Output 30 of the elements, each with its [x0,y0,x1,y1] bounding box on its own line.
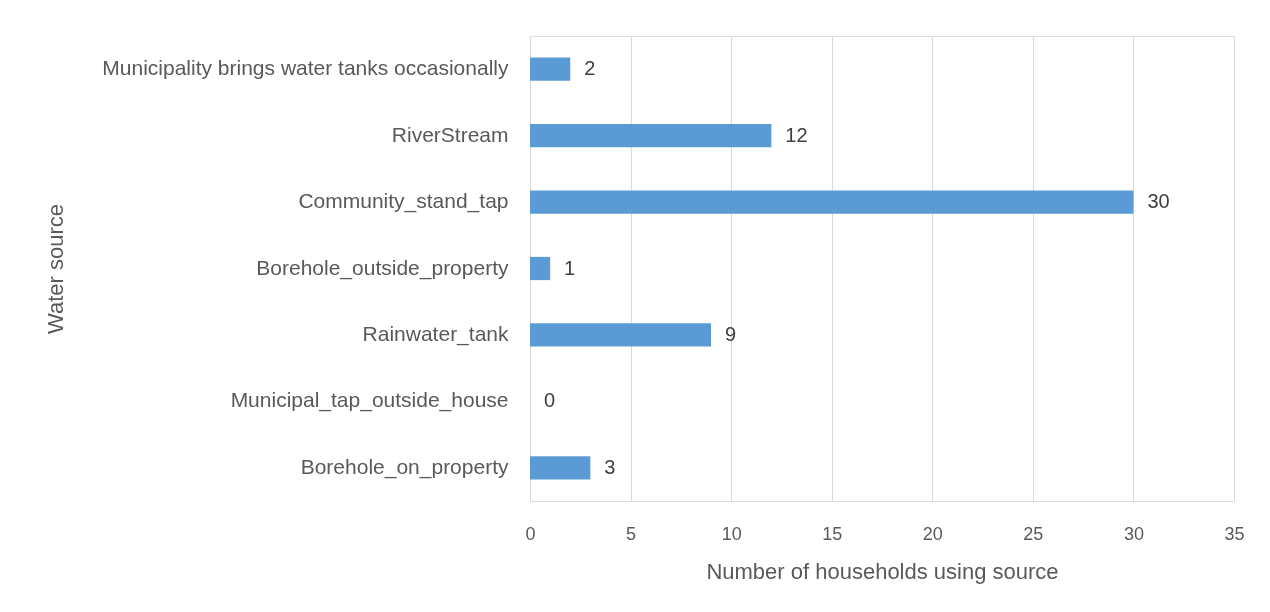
data-label: 12 [785,123,808,146]
data-label: 3 [604,455,616,478]
data-label: 2 [584,57,596,80]
y-tick-label: Borehole_outside_property [256,255,509,280]
y-tick-label: Municipality brings water tanks occasionally [102,56,509,80]
y-tick-label: Borehole_on_property [300,454,509,479]
x-axis-title: Number of households using source [706,558,1059,584]
bar [530,124,772,148]
x-tick-label: 15 [822,523,843,544]
bar [530,190,1134,214]
bar [530,256,551,281]
data-label: 1 [564,256,576,279]
y-axis-title: Water source [42,203,68,335]
bar [530,323,712,347]
y-tick-label: Municipal_tap_outside_house [230,388,509,413]
y-tick-label: RiverStream [391,122,509,146]
bar [530,456,591,480]
bar [530,57,571,81]
x-tick-label: 5 [626,523,637,544]
x-tick-label: 10 [721,523,742,544]
y-tick-label: Rainwater_tank [362,321,509,346]
x-tick-label: 0 [525,523,536,544]
x-tick-label: 35 [1224,523,1245,544]
data-label: 9 [725,322,737,345]
x-tick-label: 30 [1123,523,1144,544]
x-tick-label: 20 [922,523,943,544]
data-label: 30 [1147,190,1170,213]
data-label: 0 [544,389,556,412]
x-tick-label: 25 [1023,523,1044,544]
y-tick-label: Community_stand_tap [298,189,509,214]
